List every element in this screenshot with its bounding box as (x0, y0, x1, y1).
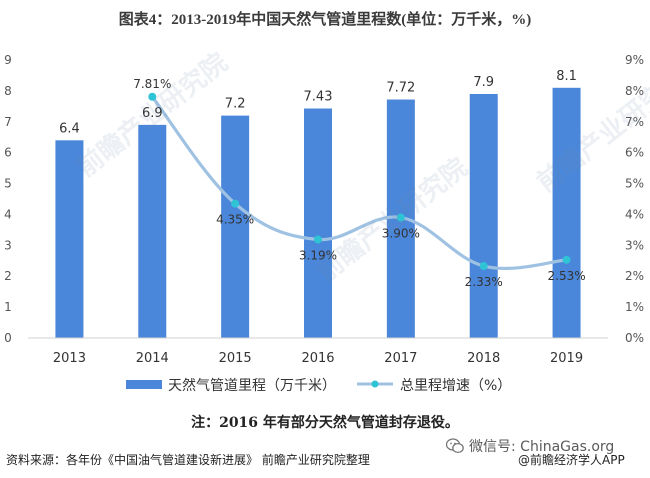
x-tick-2018: 2018 (467, 351, 500, 366)
wechat-tag: 微信号: ChinaGas.org (446, 436, 614, 456)
legend-label-bars: 天然气管道里程（万千米） (168, 377, 336, 394)
growth-point-2014 (148, 92, 157, 101)
growth-point-2019 (562, 255, 571, 264)
bar-2015 (221, 115, 250, 338)
bar-label-2017: 7.72 (386, 81, 415, 96)
y-left-tick-7: 7 (4, 115, 12, 129)
wechat-icon (446, 438, 464, 454)
x-tick-2016: 2016 (301, 351, 334, 366)
x-tick-2015: 2015 (219, 351, 252, 366)
y-left-tick-9: 9 (4, 53, 12, 67)
growth-point-2016 (314, 235, 322, 244)
bar-label-2018: 7.9 (473, 75, 494, 90)
y-left-tick-6: 6 (4, 146, 12, 160)
y-right-tick-7%: 7% (625, 115, 644, 129)
y-left-tick-3: 3 (4, 238, 12, 252)
growth-label-2019: 2.53% (548, 269, 586, 283)
y-right-tick-5%: 5% (625, 177, 644, 191)
bar-2014 (138, 124, 167, 338)
bar-label-2014: 6.9 (142, 106, 163, 121)
wechat-label: 微信号: ChinaGas.org (469, 439, 615, 455)
bar-label-2013: 6.4 (59, 121, 80, 136)
y-right-tick-2%: 2% (625, 269, 644, 283)
bar-2018 (469, 93, 498, 338)
brand-tag: @前瞻经济学人APP (518, 453, 625, 467)
y-left-tick-2: 2 (4, 269, 12, 283)
bar-label-2019: 8.1 (556, 69, 577, 84)
y-left-tick-5: 5 (4, 177, 12, 191)
y-right-tick-0%: 0% (625, 331, 644, 345)
legend-swatch-marker (371, 380, 379, 388)
growth-point-2018 (479, 262, 488, 271)
legend-swatch-bars (126, 380, 162, 389)
growth-label-2016: 3.19% (299, 248, 337, 262)
growth-label-2014: 7.81% (133, 77, 171, 91)
y-left-tick-4: 4 (4, 207, 12, 221)
growth-label-2015: 4.35% (216, 213, 254, 227)
bar-2019 (552, 87, 581, 338)
x-tick-2013: 2013 (53, 351, 86, 366)
bar-label-2016: 7.43 (304, 89, 333, 104)
y-right-tick-3%: 3% (625, 238, 644, 252)
growth-rate-line (150, 95, 569, 271)
y-right-tick-6%: 6% (625, 146, 644, 160)
y-left-tick-8: 8 (4, 84, 12, 98)
source-text: 资料来源：各年份《中国油气管道建设新进展》 前瞻产业研究院整理 (6, 453, 370, 467)
growth-point-2015 (231, 199, 240, 208)
chart-note: 注：2016 年有部分天然气管道封存退役。 (191, 415, 459, 431)
bar-2013 (55, 140, 84, 338)
y-right-tick-9%: 9% (625, 53, 644, 67)
growth-label-2017: 3.90% (382, 227, 420, 241)
bar-label-2015: 7.2 (225, 97, 246, 112)
x-tick-2019: 2019 (550, 351, 583, 366)
legend-label-line: 总里程增速（%） (400, 378, 511, 394)
x-tick-2014: 2014 (136, 351, 169, 366)
bar-2016 (304, 108, 332, 339)
y-left-tick-1: 1 (4, 300, 12, 314)
y-left-tick-0: 0 (4, 331, 12, 345)
y-right-tick-4%: 4% (625, 207, 644, 221)
x-tick-2017: 2017 (384, 351, 417, 366)
y-right-tick-1%: 1% (625, 300, 644, 314)
y-right-tick-8%: 8% (625, 84, 644, 98)
growth-point-2017 (396, 213, 405, 222)
growth-label-2018: 2.33% (465, 275, 503, 289)
chart-title: 图表4：2013-2019年中国天然气管道里程数(单位：万千米，%) (118, 12, 532, 28)
